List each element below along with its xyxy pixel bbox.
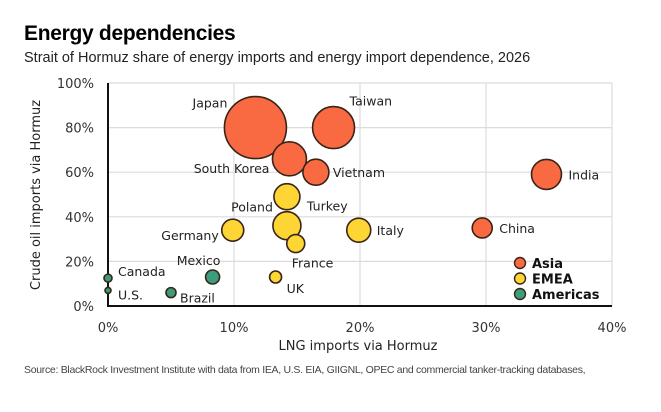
point-south-korea — [271, 141, 308, 177]
chart-subtitle: Strait of Hormuz share of energy imports… — [24, 50, 531, 66]
x-tick-label: 30% — [472, 321, 501, 336]
point-vietnam — [302, 158, 330, 186]
y-tick-label: 20% — [65, 255, 94, 270]
point-germany — [220, 218, 245, 242]
label-south-korea: South Korea — [194, 161, 270, 176]
point-italy — [345, 217, 372, 243]
point-france — [285, 233, 306, 254]
x-axis-ticks: 0% 10% 20% 30% 40% — [98, 321, 627, 336]
legend-marker-asia — [513, 256, 527, 270]
y-tick-label: 80% — [65, 122, 94, 137]
label-france: France — [292, 256, 334, 271]
data-points — [103, 95, 563, 299]
label-brazil: Brazil — [180, 291, 215, 306]
y-tick-label: 0% — [73, 300, 94, 315]
label-mexico: Mexico — [177, 253, 221, 268]
label-poland: Poland — [231, 200, 273, 215]
point-mexico — [204, 269, 221, 285]
chart-title: Energy dependencies — [24, 22, 236, 45]
point-canada — [103, 273, 113, 283]
x-tick-label: 10% — [220, 321, 249, 336]
point-china — [471, 217, 494, 239]
legend-label-emea: EMEA — [532, 273, 573, 288]
label-vietnam: Vietnam — [333, 165, 385, 180]
point-taiwan — [311, 105, 356, 150]
label-germany: Germany — [161, 228, 219, 243]
label-italy: Italy — [377, 223, 405, 238]
source-note: Source: BlackRock Investment Institute w… — [24, 364, 586, 376]
label-india: India — [568, 167, 599, 182]
label-uk: UK — [287, 281, 305, 296]
label-japan: Japan — [192, 96, 228, 111]
x-tick-label: 0% — [98, 321, 119, 336]
x-tick-label: 40% — [598, 321, 627, 336]
point-u-s — [104, 286, 112, 295]
y-axis-ticks: 0% 20% 40% 60% 80% 100% — [57, 77, 94, 315]
legend-marker-americas — [513, 287, 527, 301]
x-axis-label: LNG imports via Hormuz — [279, 339, 438, 354]
point-uk — [268, 270, 283, 284]
point-labels: Japan Taiwan South Korea Vietnam India China T… — [118, 94, 599, 306]
x-tick-label: 20% — [346, 321, 375, 336]
label-canada: Canada — [118, 264, 166, 279]
label-taiwan: Taiwan — [349, 94, 393, 109]
y-tick-label: 40% — [65, 211, 94, 226]
point-japan — [223, 95, 288, 160]
label-u-s: U.S. — [118, 287, 143, 302]
point-india — [530, 158, 563, 191]
legend-marker-emea — [513, 272, 527, 285]
legend-label-asia: Asia — [532, 257, 563, 272]
y-tick-label: 60% — [65, 166, 94, 181]
y-axis-label: Crude oil imports via Hormuz — [29, 100, 44, 290]
point-brazil — [165, 286, 177, 299]
label-turkey: Turkey — [306, 199, 348, 214]
point-turkey — [273, 182, 301, 211]
label-china: China — [499, 221, 535, 236]
legend-label-americas: Americas — [532, 288, 600, 303]
y-tick-label: 100% — [57, 77, 94, 92]
